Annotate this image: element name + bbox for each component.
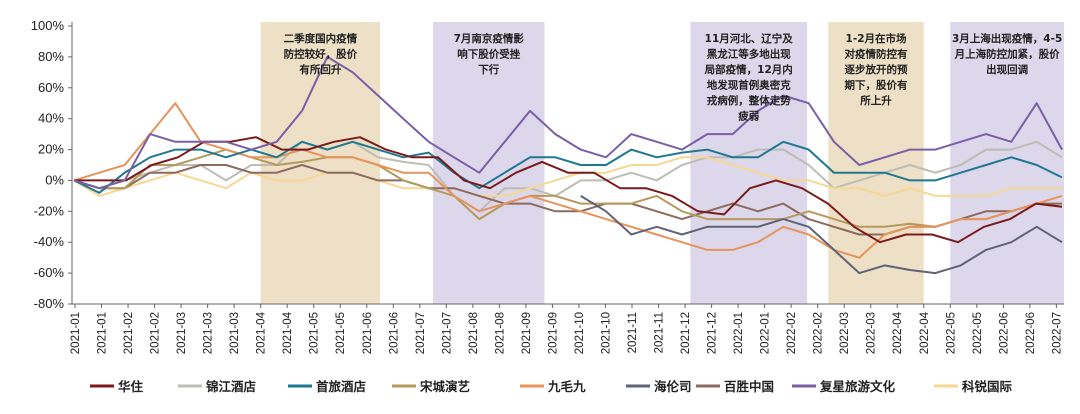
annotation-label-3: 所上升 xyxy=(860,94,892,107)
y-tick-label: 40% xyxy=(38,111,64,126)
series-line-0 xyxy=(74,136,1063,244)
y-tick-label: -20% xyxy=(34,203,65,218)
annotation-band-2 xyxy=(690,22,808,304)
legend-label: 复星旅游文化 xyxy=(819,379,896,394)
x-tick-label: 2021-07 xyxy=(415,312,427,354)
x-tick-label: 2022-02 xyxy=(786,312,798,354)
y-tick-label: -80% xyxy=(34,296,65,311)
x-tick-label: 2022-05 xyxy=(972,312,984,354)
annotation-label-2: 11月河北、辽宁及 xyxy=(705,32,794,45)
legend-label: 九毛九 xyxy=(547,379,586,394)
x-tick-label: 2021-04 xyxy=(282,311,294,354)
x-tick-label: 2021-09 xyxy=(521,312,533,354)
x-tick-label: 2021-08 xyxy=(494,312,506,354)
legend-label: 科锐国际 xyxy=(962,379,1013,394)
legend-label: 海伦司 xyxy=(654,379,692,394)
legend-label: 华住 xyxy=(118,379,144,394)
series-line-2 xyxy=(73,140,1063,194)
x-tick-label: 2021-02 xyxy=(123,312,135,354)
x-tick-label: 2021-11 xyxy=(654,312,666,353)
annotation-band-1 xyxy=(433,22,545,304)
annotation-band-0 xyxy=(260,22,381,304)
annotation-label-0: 防控较好，股价 xyxy=(284,48,358,61)
annotation-label-4: 出现回调 xyxy=(986,63,1028,76)
x-tick-label: 2022-05 xyxy=(945,312,957,354)
x-tick-label: 2022-06 xyxy=(1025,312,1037,354)
x-tick-label: 2021-08 xyxy=(468,312,480,354)
x-tick-label: 2021-07 xyxy=(441,312,453,354)
x-tick-label: 2022-03 xyxy=(866,312,878,354)
annotation-label-4: 月上海防控加紧，股价 xyxy=(954,48,1060,61)
legend-label: 百胜中国 xyxy=(724,379,774,394)
annotation-label-3: 逐步放开的预 xyxy=(845,63,908,76)
x-axis: 2021-01 2021-01 2021-02 2021-02 2021-03 2021-… xyxy=(70,303,1064,354)
y-tick-label: 80% xyxy=(38,49,64,64)
annotation-label-2: 戎病例，整体走势 xyxy=(707,94,791,107)
x-tick-label: 2021-02 xyxy=(150,312,162,354)
annotation-label-2: 地发现首例奥密克 xyxy=(707,79,791,92)
x-tick-label: 2021-01 xyxy=(97,312,109,354)
x-tick-label: 2021-04 xyxy=(256,311,268,354)
annotation-label-2: 局部疫情，12月内 xyxy=(704,63,793,76)
annotation-band-3 xyxy=(828,22,924,304)
x-tick-label: 2021-10 xyxy=(600,312,612,354)
x-tick-label: 2022-01 xyxy=(733,312,745,354)
x-tick-label: 2021-03 xyxy=(176,312,188,354)
x-tick-label: 2021-03 xyxy=(203,312,215,354)
annotation-label-1: 响下股价受挫 xyxy=(457,48,520,61)
annotation-label-3: 1-2月在市场 xyxy=(846,32,907,45)
x-tick-label: 2021-06 xyxy=(362,312,374,354)
series-line-7 xyxy=(73,55,1063,190)
x-tick-label: 2022-03 xyxy=(839,312,851,354)
x-tick-label: 2022-07 xyxy=(1051,312,1063,354)
x-tick-label: 2021-05 xyxy=(309,312,321,354)
y-tick-label: -60% xyxy=(34,265,65,280)
annotation-label-2: 黑龙江等多地出现 xyxy=(707,48,791,61)
annotation-bands xyxy=(260,22,1064,304)
annotation-label-3: 期下，股价有 xyxy=(845,79,908,92)
series-line-1 xyxy=(73,140,1063,213)
y-tick-label: 100% xyxy=(31,18,65,33)
legend: 华住 锦江酒店 首旅酒店 宋城演艺 九毛九 海伦司 百胜中国 复星旅游文化 科锐国际 xyxy=(90,379,1013,394)
y-tick-label: 20% xyxy=(38,142,64,157)
y-tick-label: 0% xyxy=(45,172,64,187)
annotation-band-4 xyxy=(950,22,1064,304)
annotation-label-0: 二季度国内疫情 xyxy=(284,32,358,45)
y-tick-label: 60% xyxy=(38,80,64,95)
x-tick-label: 2021-12 xyxy=(680,312,692,354)
series-line-5 xyxy=(580,195,1063,275)
legend-label: 锦江酒店 xyxy=(206,379,257,394)
annotation-label-1: 7月南京疫情影 xyxy=(454,32,525,45)
x-tick-label: 2022-06 xyxy=(998,312,1010,354)
legend-label: 首旅酒店 xyxy=(316,379,367,394)
x-tick-label: 2022-02 xyxy=(813,312,825,354)
series-lines xyxy=(73,55,1063,275)
x-tick-label: 2022-04 xyxy=(892,311,904,354)
y-tick-label: -40% xyxy=(34,234,65,249)
annotation-label-3: 对疫情防控有 xyxy=(845,48,908,61)
x-tick-label: 2022-01 xyxy=(760,312,772,354)
series-line-8 xyxy=(73,156,1062,197)
annotation-label-1: 下行 xyxy=(478,63,499,76)
y-axis: 100% 80% 60% 40% 20% 0% -20% -40% -60% -80% xyxy=(31,18,73,311)
x-tick-label: 2021-09 xyxy=(547,312,559,354)
annotation-label-4: 3月上海出现疫情，4-5 xyxy=(952,32,1062,45)
x-tick-label: 2021-06 xyxy=(388,312,400,354)
annotation-label-2: 疲弱 xyxy=(738,110,759,123)
x-tick-label: 2021-10 xyxy=(574,312,586,354)
x-tick-label: 2021-11 xyxy=(627,312,639,353)
x-tick-label: 2022-04 xyxy=(919,311,931,354)
x-tick-label: 2021-03 xyxy=(229,312,241,354)
x-tick-label: 2021-01 xyxy=(70,312,82,354)
x-tick-label: 2021-12 xyxy=(707,312,719,354)
annotation-label-0: 有所回升 xyxy=(299,63,341,76)
legend-label: 宋城演艺 xyxy=(419,379,470,394)
x-tick-label: 2021-05 xyxy=(335,312,347,354)
